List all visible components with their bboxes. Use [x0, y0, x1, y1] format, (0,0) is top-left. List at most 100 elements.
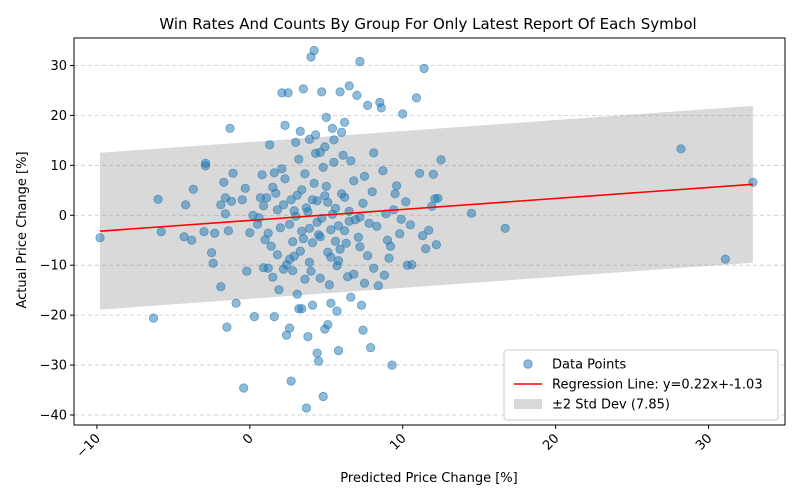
data-point [362, 100, 373, 111]
data-point [364, 218, 374, 228]
data-point [272, 205, 282, 215]
legend-marker-points [523, 359, 533, 369]
data-point [315, 273, 325, 283]
data-point [318, 162, 328, 172]
data-point [367, 187, 377, 197]
data-point [431, 240, 441, 250]
data-point [330, 236, 341, 246]
data-point [344, 81, 354, 91]
data-point [436, 155, 446, 165]
data-point [313, 356, 324, 366]
data-point [310, 148, 321, 158]
data-point [294, 154, 304, 164]
data-point [359, 171, 370, 181]
data-point [326, 298, 336, 308]
data-point [179, 232, 189, 242]
data-point [95, 233, 105, 243]
data-point [297, 304, 307, 314]
data-point [320, 142, 330, 152]
data-point [411, 93, 422, 103]
data-point [265, 140, 275, 150]
data-point [339, 226, 350, 236]
data-point [398, 109, 408, 119]
data-point [223, 226, 233, 236]
y-tick-label: 30 [50, 59, 67, 74]
legend-label: Regression Line: y=0.22x+-1.03 [552, 378, 763, 393]
legend: Data Points Regression Line: y=0.22x+-1.0… [503, 349, 779, 421]
data-point [309, 45, 319, 56]
data-point [304, 134, 315, 144]
x-axis-ticks: −10 0 10 20 30 [74, 425, 715, 461]
y-axis-ticks: −40 −30 −20 −10 0 10 20 30 [40, 59, 74, 424]
data-point [387, 360, 397, 370]
data-point [262, 193, 272, 203]
data-point [376, 103, 386, 113]
data-point [278, 200, 289, 210]
x-tick-label: −10 [74, 431, 104, 461]
data-point [303, 331, 313, 342]
data-point [500, 223, 510, 233]
data-point [310, 130, 321, 140]
data-point [379, 270, 389, 280]
data-point [298, 234, 308, 244]
data-point [283, 88, 293, 98]
data-point [396, 214, 406, 224]
data-point [309, 178, 319, 188]
data-point [275, 223, 285, 233]
data-point [257, 170, 267, 180]
data-point [384, 253, 394, 263]
data-point [220, 209, 230, 219]
legend-marker-band [514, 399, 542, 409]
data-point [263, 228, 273, 238]
data-point [312, 348, 322, 358]
x-tick-label: 10 [387, 431, 409, 453]
data-point [362, 251, 373, 261]
data-point [317, 87, 327, 97]
x-tick-label: 20 [540, 431, 562, 453]
data-point [312, 217, 322, 227]
data-point [300, 274, 310, 284]
data-point [353, 232, 363, 242]
plot-frame [73, 37, 786, 426]
data-point [341, 238, 351, 248]
data-point [373, 281, 383, 291]
data-point [369, 148, 379, 158]
data-point [358, 325, 368, 335]
data-point [301, 403, 311, 413]
y-tick-label: −40 [40, 409, 67, 424]
data-point [298, 84, 308, 94]
data-point [258, 201, 269, 211]
data-point [352, 90, 362, 101]
x-tick-label: 0 [240, 431, 256, 447]
data-point [381, 209, 391, 219]
data-point [284, 323, 295, 333]
data-point [355, 242, 365, 252]
data-point [336, 189, 347, 199]
data-point [188, 184, 198, 194]
data-point [148, 313, 159, 323]
data-point [208, 258, 218, 268]
data-point [307, 195, 318, 205]
data-point [401, 197, 411, 207]
data-point [320, 191, 330, 201]
data-point [239, 383, 249, 393]
x-tick-label: 30 [693, 431, 715, 453]
data-point [291, 137, 301, 147]
data-point [332, 306, 342, 316]
data-point [329, 157, 339, 167]
data-point [200, 161, 211, 171]
data-point [222, 322, 232, 332]
data-point [292, 289, 302, 299]
data-point [333, 256, 344, 266]
data-point [355, 212, 365, 222]
y-tick-label: −30 [40, 359, 67, 374]
data-point [378, 166, 388, 176]
data-point [263, 263, 273, 273]
data-point [237, 195, 247, 205]
data-point [228, 168, 238, 178]
data-point [365, 342, 376, 353]
data-point [385, 241, 396, 251]
data-point [356, 300, 367, 310]
data-point [277, 164, 287, 174]
y-tick-label: 10 [50, 159, 67, 174]
